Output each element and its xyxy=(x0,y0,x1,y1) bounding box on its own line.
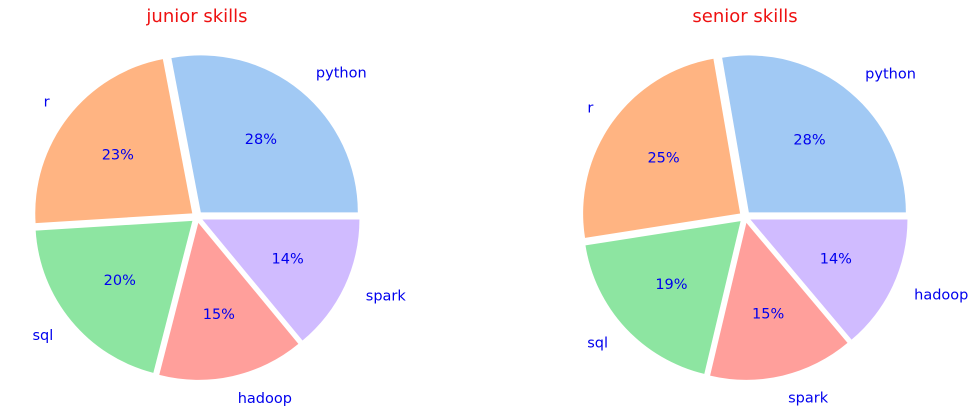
senior-category-label-r: r xyxy=(587,100,593,116)
junior-skills-title: junior skills xyxy=(145,6,247,27)
senior-category-label-hadoop: hadoop xyxy=(914,288,968,304)
junior-category-label-r: r xyxy=(44,95,50,111)
junior-skills-pie: junior skills 28% python 23% r 20% sql 15% hado… xyxy=(32,6,406,407)
junior-category-label-sql: sql xyxy=(32,328,53,344)
junior-pct-label-hadoop: 15% xyxy=(203,307,235,323)
senior-slice-r xyxy=(583,59,740,238)
senior-pct-label-r: 25% xyxy=(647,151,679,167)
junior-pct-label-python: 28% xyxy=(245,132,277,148)
junior-pct-label-r: 23% xyxy=(102,148,134,164)
junior-category-label-python: python xyxy=(316,65,367,81)
junior-slice-r xyxy=(35,59,192,223)
senior-skills-title: senior skills xyxy=(692,6,797,27)
senior-skills-pie: senior skills 28% python 25% r 19% sql 15% spar… xyxy=(583,6,968,406)
senior-category-label-spark: spark xyxy=(788,390,829,406)
junior-category-label-hadoop: hadoop xyxy=(238,391,292,407)
junior-pct-label-spark: 14% xyxy=(272,252,304,268)
senior-pct-label-spark: 15% xyxy=(752,306,784,322)
senior-category-label-python: python xyxy=(865,66,916,82)
junior-pct-label-sql: 20% xyxy=(104,273,136,289)
senior-pct-label-python: 28% xyxy=(793,132,825,148)
senior-category-label-sql: sql xyxy=(587,336,608,352)
senior-pct-label-hadoop: 14% xyxy=(820,251,852,267)
junior-category-label-spark: spark xyxy=(366,288,407,304)
senior-pct-label-sql: 19% xyxy=(655,277,687,293)
